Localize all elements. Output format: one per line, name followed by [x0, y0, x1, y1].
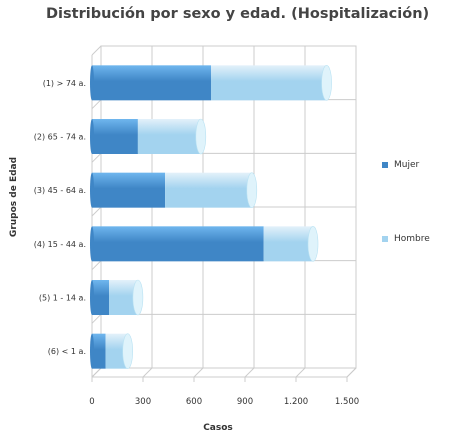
bars — [90, 65, 332, 369]
bar-mujer-2 — [92, 119, 138, 154]
grid-line-floor — [346, 367, 357, 378]
x-tick-label: 1.200 — [284, 397, 308, 407]
grid-line-floor — [295, 367, 306, 378]
bar-start-cap — [90, 172, 94, 208]
legend-swatch-mujer — [382, 162, 388, 168]
y-tick-label: (1) > 74 a. — [43, 79, 86, 88]
y-tick-labels: (1) > 74 a. (2) 65 - 74 a. (3) 45 - 64 a. (… — [34, 79, 86, 356]
grid-line-floor — [193, 367, 204, 378]
bar-end-cap — [122, 333, 133, 369]
grid-line-depth — [91, 260, 102, 271]
grid-line-floor — [244, 367, 255, 378]
grid-line-depth — [91, 206, 102, 217]
x-tick-label: 900 — [237, 397, 253, 407]
depth-line — [91, 45, 102, 56]
y-tick-label: (5) 1 - 14 a. — [39, 294, 86, 303]
x-tick-label: 300 — [135, 397, 151, 407]
x-tick-label: 1.500 — [335, 397, 359, 407]
y-tick-label: (2) 65 - 74 a. — [34, 133, 86, 142]
bar-hombre-1 — [211, 65, 327, 101]
bar-mujer-3 — [92, 172, 166, 208]
x-tick-labels: 0 300 600 900 1.200 1.500 — [89, 397, 359, 407]
bar-end-cap — [246, 172, 258, 208]
bar-end-cap — [307, 226, 319, 262]
grid-line-floor — [142, 367, 153, 378]
x-tick-label: 600 — [186, 397, 202, 407]
grid-line-depth — [91, 313, 102, 324]
bar-end-cap — [132, 279, 144, 316]
x-axis-label: Casos — [203, 423, 233, 433]
grid-line-depth — [91, 99, 102, 110]
bar-mujer-1 — [92, 65, 211, 101]
bar-hombre-6 — [105, 333, 128, 369]
bar-mujer-6 — [92, 333, 106, 369]
legend-label-mujer: Mujer — [394, 160, 420, 170]
legend-label-hombre: Hombre — [394, 234, 430, 244]
bar-end-cap — [321, 65, 332, 101]
bar-mujer-4 — [92, 226, 264, 262]
bar-end-cap — [195, 118, 207, 155]
bar-hombre-2 — [137, 119, 201, 154]
legend: Mujer Hombre — [382, 0, 450, 444]
legend-swatch-hombre — [382, 236, 388, 242]
bar-hombre-3 — [165, 172, 252, 208]
chart-title: Distribución por sexo y edad. (Hospitali… — [46, 6, 430, 22]
bar-start-cap — [90, 119, 94, 154]
legend-item-hombre[interactable]: Hombre — [382, 234, 430, 244]
grid-line-floor — [91, 367, 102, 378]
bar-hombre-4 — [263, 226, 313, 262]
bar-mujer-5 — [92, 280, 109, 315]
y-tick-label: (6) < 1 a. — [48, 347, 86, 356]
bar-start-cap — [90, 65, 94, 101]
bar-start-cap — [90, 280, 94, 315]
y-tick-label: (4) 15 - 44 a. — [34, 240, 86, 249]
bar-start-cap — [90, 333, 94, 369]
y-axis-label: Grupos de Edad — [9, 157, 19, 237]
y-tick-label: (3) 45 - 64 a. — [34, 186, 86, 195]
legend-item-mujer[interactable]: Mujer — [382, 160, 419, 170]
bar-start-cap — [90, 226, 94, 262]
grid-line-depth — [91, 152, 102, 163]
x-tick-label: 0 — [89, 397, 94, 407]
